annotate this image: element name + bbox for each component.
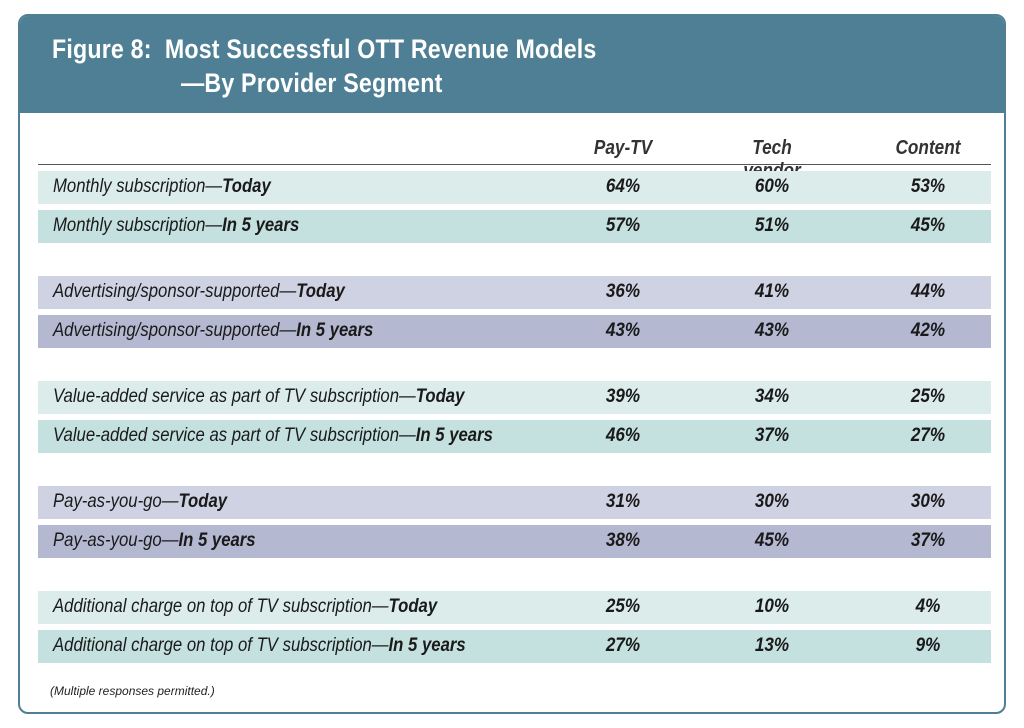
value-cell-content: 53% (910, 176, 946, 197)
row-label-period: In 5 years (296, 320, 374, 341)
row-label-model: Additional charge on top of TV subscript… (53, 596, 389, 617)
row-label: Value-added service as part of TV subscr… (53, 425, 493, 447)
table-row: Additional charge on top of TV subscript… (38, 630, 991, 663)
value-cell-tech-vendor: 10% (754, 596, 790, 617)
value-cell-pay-tv: 39% (605, 386, 641, 407)
row-label-model: Pay-as-you-go— (53, 530, 179, 551)
column-header-row: Pay-TV Tech vendor Content (38, 134, 991, 182)
row-label-model: Pay-as-you-go— (53, 491, 179, 512)
value-cell-content: 27% (910, 425, 946, 446)
value-cell-tech-vendor: 13% (754, 635, 790, 656)
row-label-model: Advertising/sponsor-supported— (53, 281, 297, 302)
value-cell-content: 45% (910, 215, 946, 236)
row-label-model: Monthly subscription— (53, 176, 223, 197)
value-cell-content: 4% (915, 596, 941, 617)
table-row: Additional charge on top of TV subscript… (38, 591, 991, 624)
value-cell-tech-vendor: 37% (754, 425, 790, 446)
column-header-content: Content (895, 137, 961, 159)
row-label-period: In 5 years (388, 635, 466, 656)
value-cell-pay-tv: 36% (605, 281, 641, 302)
value-cell-tech-vendor: 34% (754, 386, 790, 407)
value-cell-pay-tv: 27% (605, 635, 641, 656)
row-label-period: Today (388, 596, 438, 617)
table-row: Value-added service as part of TV subscr… (38, 420, 991, 453)
value-cell-pay-tv: 64% (605, 176, 641, 197)
value-cell-pay-tv: 25% (605, 596, 641, 617)
table-row: Advertising/sponsor-supported—Today 36% 41… (38, 276, 991, 309)
title-line-2: —By Provider Segment (181, 68, 443, 98)
row-label: Pay-as-you-go—In 5 years (53, 530, 256, 552)
row-label-period: In 5 years (222, 215, 300, 236)
row-label-period: Today (296, 281, 345, 302)
title-line-1: Figure 8: Most Successful OTT Revenue Mo… (52, 34, 597, 64)
value-cell-pay-tv: 46% (605, 425, 641, 446)
table-row: Monthly subscription—Today 64% 60% 53% (38, 171, 991, 204)
row-label-period: In 5 years (178, 530, 256, 551)
row-label-model: Monthly subscription— (53, 215, 223, 236)
row-label-period: Today (178, 491, 228, 512)
value-cell-pay-tv: 57% (605, 215, 641, 236)
row-label-period: Today (415, 386, 465, 407)
table-body: Monthly subscription—Today 64% 60% 53% Month… (38, 171, 991, 663)
row-label: Value-added service as part of TV subscr… (53, 386, 464, 408)
row-label: Additional charge on top of TV subscript… (53, 596, 437, 618)
row-label: Advertising/sponsor-supported—In 5 years (53, 320, 373, 342)
row-label-period: In 5 years (415, 425, 493, 446)
column-header-pay-tv: Pay-TV (593, 137, 653, 159)
value-cell-content: 9% (915, 635, 941, 656)
value-cell-pay-tv: 31% (605, 491, 641, 512)
value-cell-pay-tv: 43% (605, 320, 641, 341)
value-cell-content: 42% (910, 320, 946, 341)
row-label-model: Additional charge on top of TV subscript… (53, 635, 389, 656)
table-row: Advertising/sponsor-supported—In 5 years… (38, 315, 991, 348)
value-cell-pay-tv: 38% (605, 530, 641, 551)
row-label-model: Value-added service as part of TV subscr… (53, 386, 416, 407)
row-label: Advertising/sponsor-supported—Today (53, 281, 345, 303)
figure-title: Figure 8: Most Successful OTT Revenue Mo… (52, 32, 596, 100)
row-label-model: Advertising/sponsor-supported— (53, 320, 297, 341)
row-label: Monthly subscription—In 5 years (53, 215, 299, 237)
value-cell-content: 30% (910, 491, 946, 512)
value-cell-content: 37% (910, 530, 946, 551)
value-cell-content: 25% (910, 386, 946, 407)
value-cell-tech-vendor: 41% (754, 281, 790, 302)
row-label: Additional charge on top of TV subscript… (53, 635, 466, 657)
value-cell-tech-vendor: 60% (754, 176, 790, 197)
value-cell-tech-vendor: 30% (754, 491, 790, 512)
row-label: Monthly subscription—Today (53, 176, 271, 198)
value-cell-tech-vendor: 45% (754, 530, 790, 551)
table-row: Monthly subscription—In 5 years 57% 51% 45% (38, 210, 991, 243)
footnote: (Multiple responses permitted.) (50, 684, 215, 698)
value-cell-content: 44% (910, 281, 946, 302)
table-row: Pay-as-you-go—In 5 years 38% 45% 37% (38, 525, 991, 558)
table-row: Pay-as-you-go—Today 31% 30% 30% (38, 486, 991, 519)
value-cell-tech-vendor: 43% (754, 320, 790, 341)
revenue-models-table: Pay-TV Tech vendor Content Monthly subsc… (38, 134, 991, 663)
figure-header: Figure 8: Most Successful OTT Revenue Mo… (20, 16, 1004, 113)
row-label-period: Today (222, 176, 271, 197)
table-row: Value-added service as part of TV subscr… (38, 381, 991, 414)
value-cell-tech-vendor: 51% (754, 215, 790, 236)
row-label: Pay-as-you-go—Today (53, 491, 227, 513)
row-label-model: Value-added service as part of TV subscr… (53, 425, 416, 446)
figure-frame: Figure 8: Most Successful OTT Revenue Mo… (18, 14, 1006, 714)
